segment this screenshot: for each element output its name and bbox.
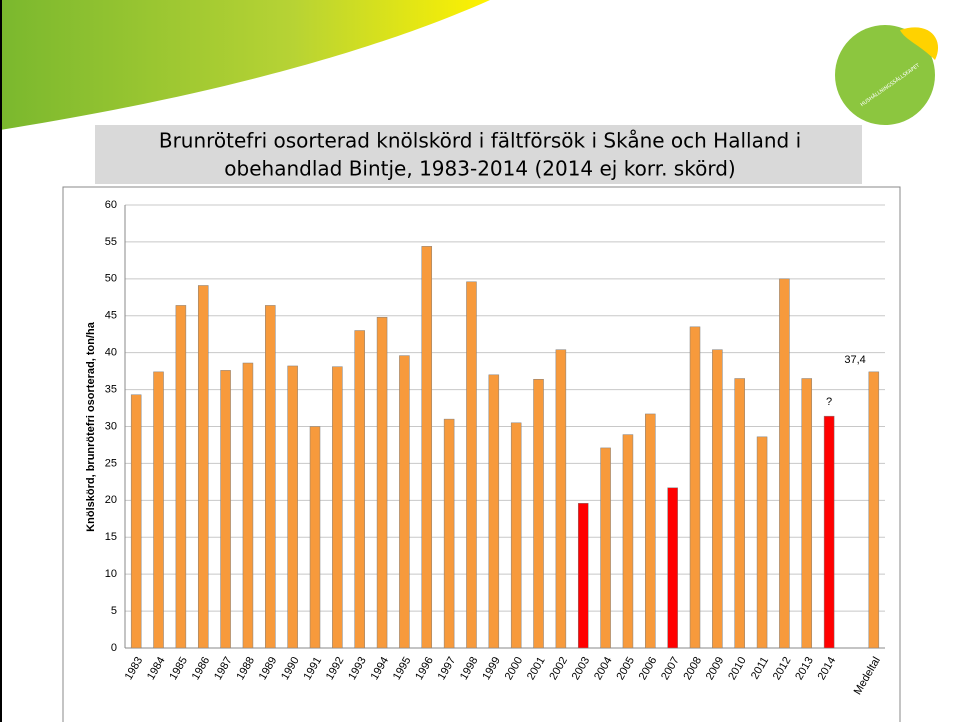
y-tick-label: 5 (111, 605, 117, 617)
chart-frame (62, 186, 901, 722)
y-tick-label: 10 (105, 568, 117, 580)
bar (332, 366, 343, 649)
swoosh (0, 0, 490, 130)
bar (466, 281, 477, 649)
bar (801, 378, 813, 649)
bar (354, 330, 365, 649)
bar (175, 305, 187, 649)
y-tick-label: 55 (105, 236, 117, 248)
bar (287, 365, 298, 649)
y-tick-label: 45 (105, 310, 117, 322)
y-tick-label: 15 (105, 531, 117, 543)
y-tick-label: 50 (105, 273, 117, 285)
bar (421, 246, 433, 649)
bar (779, 278, 790, 649)
bar (242, 362, 254, 649)
bar (734, 378, 745, 649)
bar (533, 378, 544, 649)
bar (130, 394, 142, 649)
bar (220, 370, 231, 649)
bar (309, 426, 321, 649)
bar (712, 349, 723, 649)
bar (756, 436, 768, 649)
bar (488, 374, 500, 649)
bar (197, 285, 209, 649)
bar (868, 371, 880, 649)
bar (600, 447, 611, 649)
bar (399, 355, 410, 649)
bar (577, 503, 589, 649)
y-tick-label: 40 (105, 347, 117, 359)
annotation: ? (826, 396, 832, 408)
y-tick-label: 0 (111, 642, 117, 654)
bar (823, 415, 835, 649)
bar (153, 371, 164, 649)
y-tick-label: 60 (105, 199, 117, 211)
y-tick-label: 30 (105, 420, 117, 432)
chart-title: Brunrötefri osorterad knölskörd i fältfö… (159, 129, 801, 153)
title-box (95, 125, 862, 184)
logo: HUSHÅLLNINGSSÄLLSKAPET (835, 25, 939, 125)
bar (265, 305, 276, 649)
bar (510, 422, 522, 649)
bar (555, 349, 567, 649)
chart-title: obehandlad Bintje, 1983-2014 (2014 ej ko… (224, 157, 735, 181)
bar (622, 434, 634, 649)
y-tick-label: 25 (105, 457, 117, 469)
y-axis-label: Knölskörd, brunrötefri osorterad, ton/ha (85, 321, 97, 532)
y-tick-label: 20 (105, 494, 117, 506)
data-label: 37,4 (844, 354, 865, 366)
y-tick-label: 35 (105, 383, 117, 395)
bar (689, 326, 701, 649)
bar (376, 316, 388, 649)
bar (667, 487, 678, 649)
bar (443, 418, 455, 649)
bar (645, 413, 656, 649)
